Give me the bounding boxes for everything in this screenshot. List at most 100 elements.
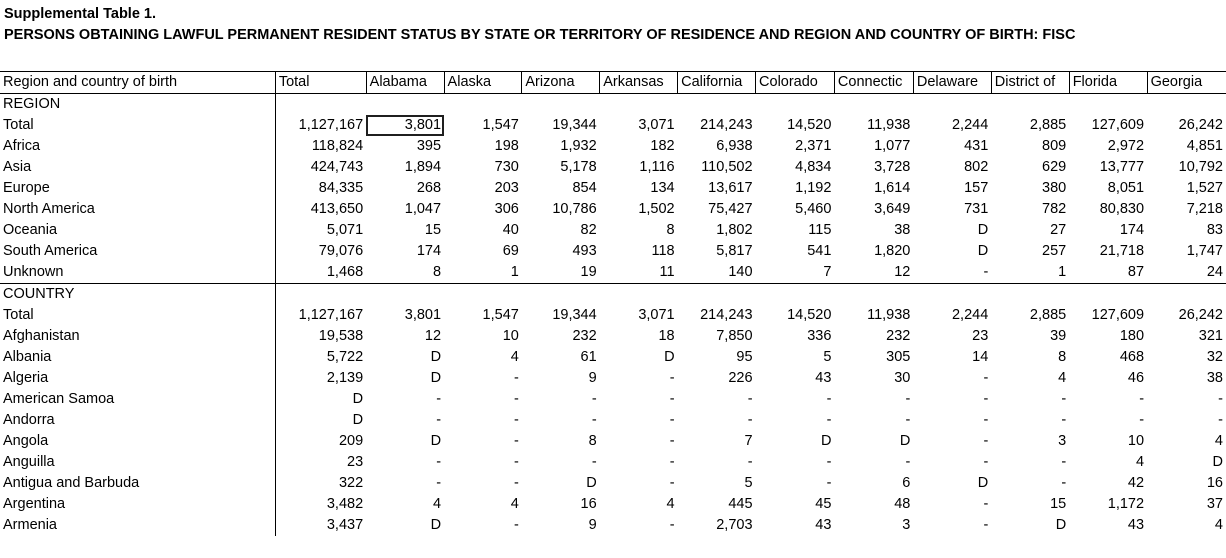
data-cell[interactable]: 134 [650,180,675,196]
data-cell[interactable]: 2,885 [1029,117,1067,133]
data-cell[interactable]: 19,344 [552,307,597,323]
data-cell[interactable]: - [514,517,519,533]
column-header[interactable]: California [677,71,756,94]
column-header[interactable]: Florida [1068,71,1148,94]
data-cell[interactable] [444,94,522,116]
data-cell[interactable]: 1,932 [560,138,597,154]
data-cell[interactable] [1069,94,1147,116]
data-cell[interactable] [834,283,914,305]
data-cell[interactable]: 493 [572,243,597,259]
data-cell[interactable]: 38 [1206,370,1223,386]
row-label[interactable]: American Samoa [3,391,115,407]
data-cell[interactable]: 12 [894,264,911,280]
data-cell[interactable] [1147,94,1226,116]
data-cell[interactable]: 140 [728,264,753,280]
data-cell[interactable]: 43 [815,517,832,533]
data-cell[interactable] [521,283,600,305]
data-cell[interactable]: - [1218,391,1223,407]
data-cell[interactable] [366,283,445,305]
data-cell[interactable]: 4 [1214,517,1223,533]
data-cell[interactable]: 1,077 [874,138,911,154]
data-cell[interactable]: 15 [1050,496,1067,512]
data-cell[interactable]: 11,938 [867,307,911,323]
data-cell[interactable]: 2,972 [1107,138,1145,154]
data-cell[interactable] [444,283,522,305]
data-cell[interactable]: 8 [432,264,442,280]
data-cell[interactable]: 24 [1206,264,1223,280]
data-cell[interactable] [274,93,367,115]
data-cell[interactable]: - [747,454,753,470]
data-cell[interactable]: 3,801 [404,307,442,323]
data-cell[interactable]: 232 [886,328,911,344]
row-label[interactable]: Algeria [3,370,49,386]
data-cell[interactable]: 802 [964,159,989,175]
row-label[interactable]: Total [3,117,34,133]
data-cell[interactable]: 82 [580,222,597,238]
data-cell[interactable]: 182 [650,138,675,154]
data-cell[interactable]: - [747,391,753,407]
data-cell[interactable]: 198 [494,138,519,154]
data-cell[interactable]: 5,722 [274,347,367,368]
data-cell[interactable] [913,283,992,305]
column-header[interactable]: Arkansas [599,71,678,94]
data-cell[interactable]: 4,834 [795,159,832,175]
data-cell[interactable]: 10,792 [1178,159,1223,175]
data-cell[interactable] [678,94,756,116]
data-cell[interactable]: 118,824 [274,136,367,157]
row-label[interactable]: Africa [3,138,41,154]
data-cell[interactable]: 1,172 [1107,496,1145,512]
data-cell[interactable]: - [826,412,832,428]
data-cell[interactable]: 468 [1119,349,1145,365]
data-cell[interactable]: 87 [1127,264,1145,280]
data-cell[interactable]: 395 [416,138,442,154]
section-label[interactable]: COUNTRY [0,283,276,305]
data-cell[interactable]: 226 [728,370,753,386]
data-cell[interactable]: - [826,454,832,470]
data-cell[interactable]: 3,437 [274,515,367,536]
data-cell[interactable]: 14,520 [787,307,832,323]
data-cell[interactable] [522,94,600,116]
data-cell[interactable]: 5 [744,475,753,491]
data-cell[interactable]: - [1061,412,1067,428]
data-cell[interactable]: 8,051 [1107,180,1145,196]
data-cell[interactable]: 7 [823,264,832,280]
data-cell[interactable]: 27 [1050,222,1067,238]
data-cell[interactable]: 1,820 [874,243,911,259]
data-cell[interactable]: - [514,370,519,386]
data-cell[interactable]: - [983,370,989,386]
data-cell[interactable]: 380 [1042,180,1067,196]
column-header[interactable]: Alabama [365,71,445,94]
data-cell[interactable]: - [591,391,597,407]
data-cell[interactable]: 21,718 [1099,243,1145,259]
data-cell[interactable]: 431 [964,138,989,154]
data-cell[interactable]: 209 [274,431,367,452]
data-cell[interactable]: - [905,412,911,428]
data-cell[interactable]: 10,786 [552,201,597,217]
data-cell[interactable]: - [983,454,989,470]
data-cell[interactable]: - [826,475,832,491]
row-label[interactable]: Unknown [3,264,64,280]
data-cell[interactable]: 4 [510,349,519,365]
data-cell[interactable]: 6 [902,475,911,491]
data-cell[interactable]: 6,938 [716,138,753,154]
data-cell[interactable]: 174 [1119,222,1145,238]
data-cell[interactable] [991,283,1070,305]
data-cell[interactable]: 8 [588,433,597,449]
data-cell[interactable]: - [514,454,519,470]
data-cell[interactable]: D [977,243,989,259]
data-cell[interactable]: 9 [588,517,597,533]
data-cell[interactable] [677,283,756,305]
data-cell[interactable]: 1,802 [716,222,753,238]
data-cell[interactable]: 4 [510,496,519,512]
data-cell[interactable]: 1,747 [1186,243,1223,259]
row-label[interactable]: Asia [3,159,32,175]
data-cell[interactable]: 9 [588,370,597,386]
data-cell[interactable]: 3,071 [638,307,675,323]
data-cell[interactable]: 5 [823,349,832,365]
data-cell[interactable]: 2,885 [1029,307,1067,323]
data-cell[interactable]: - [669,412,675,428]
data-cell[interactable]: 306 [494,201,519,217]
data-cell[interactable]: D [430,433,442,449]
data-cell[interactable]: 3,482 [274,494,367,515]
data-cell[interactable]: - [669,370,675,386]
